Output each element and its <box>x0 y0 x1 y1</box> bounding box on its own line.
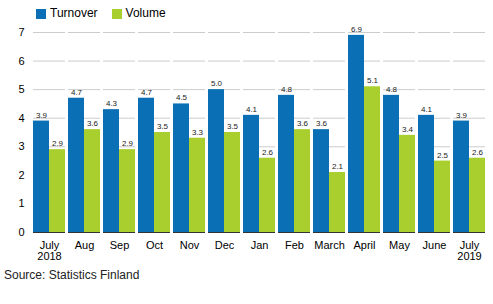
svg-text:2.6: 2.6 <box>472 148 484 157</box>
svg-text:March: March <box>314 239 345 251</box>
svg-text:2.1: 2.1 <box>332 162 344 171</box>
svg-text:May: May <box>389 239 410 251</box>
svg-text:2: 2 <box>18 169 24 181</box>
svg-text:2.5: 2.5 <box>437 151 449 160</box>
html-text:Source: Statistics Finland: Source: Statistics Finland <box>4 268 140 282</box>
svg-text:4.7: 4.7 <box>141 88 153 97</box>
svg-text:1: 1 <box>18 197 24 209</box>
html-text:Volume: Volume <box>125 6 166 20</box>
svg-text:4.7: 4.7 <box>71 88 83 97</box>
svg-text:2.9: 2.9 <box>52 139 64 148</box>
svg-text:3.4: 3.4 <box>402 125 414 134</box>
svg-text:July2018: July2018 <box>37 239 61 262</box>
svg-text:3.6: 3.6 <box>297 119 309 128</box>
svg-text:July2019: July2019 <box>457 239 481 262</box>
svg-text:4: 4 <box>18 112 24 124</box>
svg-text:3.6: 3.6 <box>316 119 328 128</box>
svg-text:June: June <box>423 239 447 251</box>
svg-text:Jan: Jan <box>251 239 269 251</box>
svg-text:3: 3 <box>18 140 24 152</box>
svg-text:2.9: 2.9 <box>122 139 134 148</box>
svg-text:3.6: 3.6 <box>87 119 99 128</box>
svg-text:2.6: 2.6 <box>262 148 274 157</box>
html-text:Turnover: Turnover <box>50 6 98 20</box>
svg-text:5.1: 5.1 <box>367 76 379 85</box>
svg-text:4.8: 4.8 <box>386 85 398 94</box>
svg-text:4.5: 4.5 <box>176 93 188 102</box>
svg-text:6: 6 <box>18 55 24 67</box>
svg-text:Nov: Nov <box>180 239 200 251</box>
svg-text:3.5: 3.5 <box>227 122 239 131</box>
svg-text:3.5: 3.5 <box>157 122 169 131</box>
svg-text:3.9: 3.9 <box>456 111 468 120</box>
svg-text:4.1: 4.1 <box>421 105 433 114</box>
svg-text:Aug: Aug <box>75 239 95 251</box>
svg-text:April: April <box>353 239 375 251</box>
svg-text:0: 0 <box>18 226 24 238</box>
svg-text:Sep: Sep <box>110 239 130 251</box>
svg-text:Feb: Feb <box>285 239 304 251</box>
svg-text:3.9: 3.9 <box>36 111 48 120</box>
svg-text:6.9: 6.9 <box>351 25 363 34</box>
svg-text:Oct: Oct <box>146 239 163 251</box>
svg-text:3.3: 3.3 <box>192 128 204 137</box>
svg-text:5: 5 <box>18 83 24 95</box>
svg-text:4.1: 4.1 <box>246 105 258 114</box>
svg-text:4.8: 4.8 <box>281 85 293 94</box>
svg-text:7: 7 <box>18 26 24 38</box>
svg-text:4.3: 4.3 <box>106 99 118 108</box>
svg-text:Dec: Dec <box>215 239 235 251</box>
svg-text:5.0: 5.0 <box>211 79 223 88</box>
